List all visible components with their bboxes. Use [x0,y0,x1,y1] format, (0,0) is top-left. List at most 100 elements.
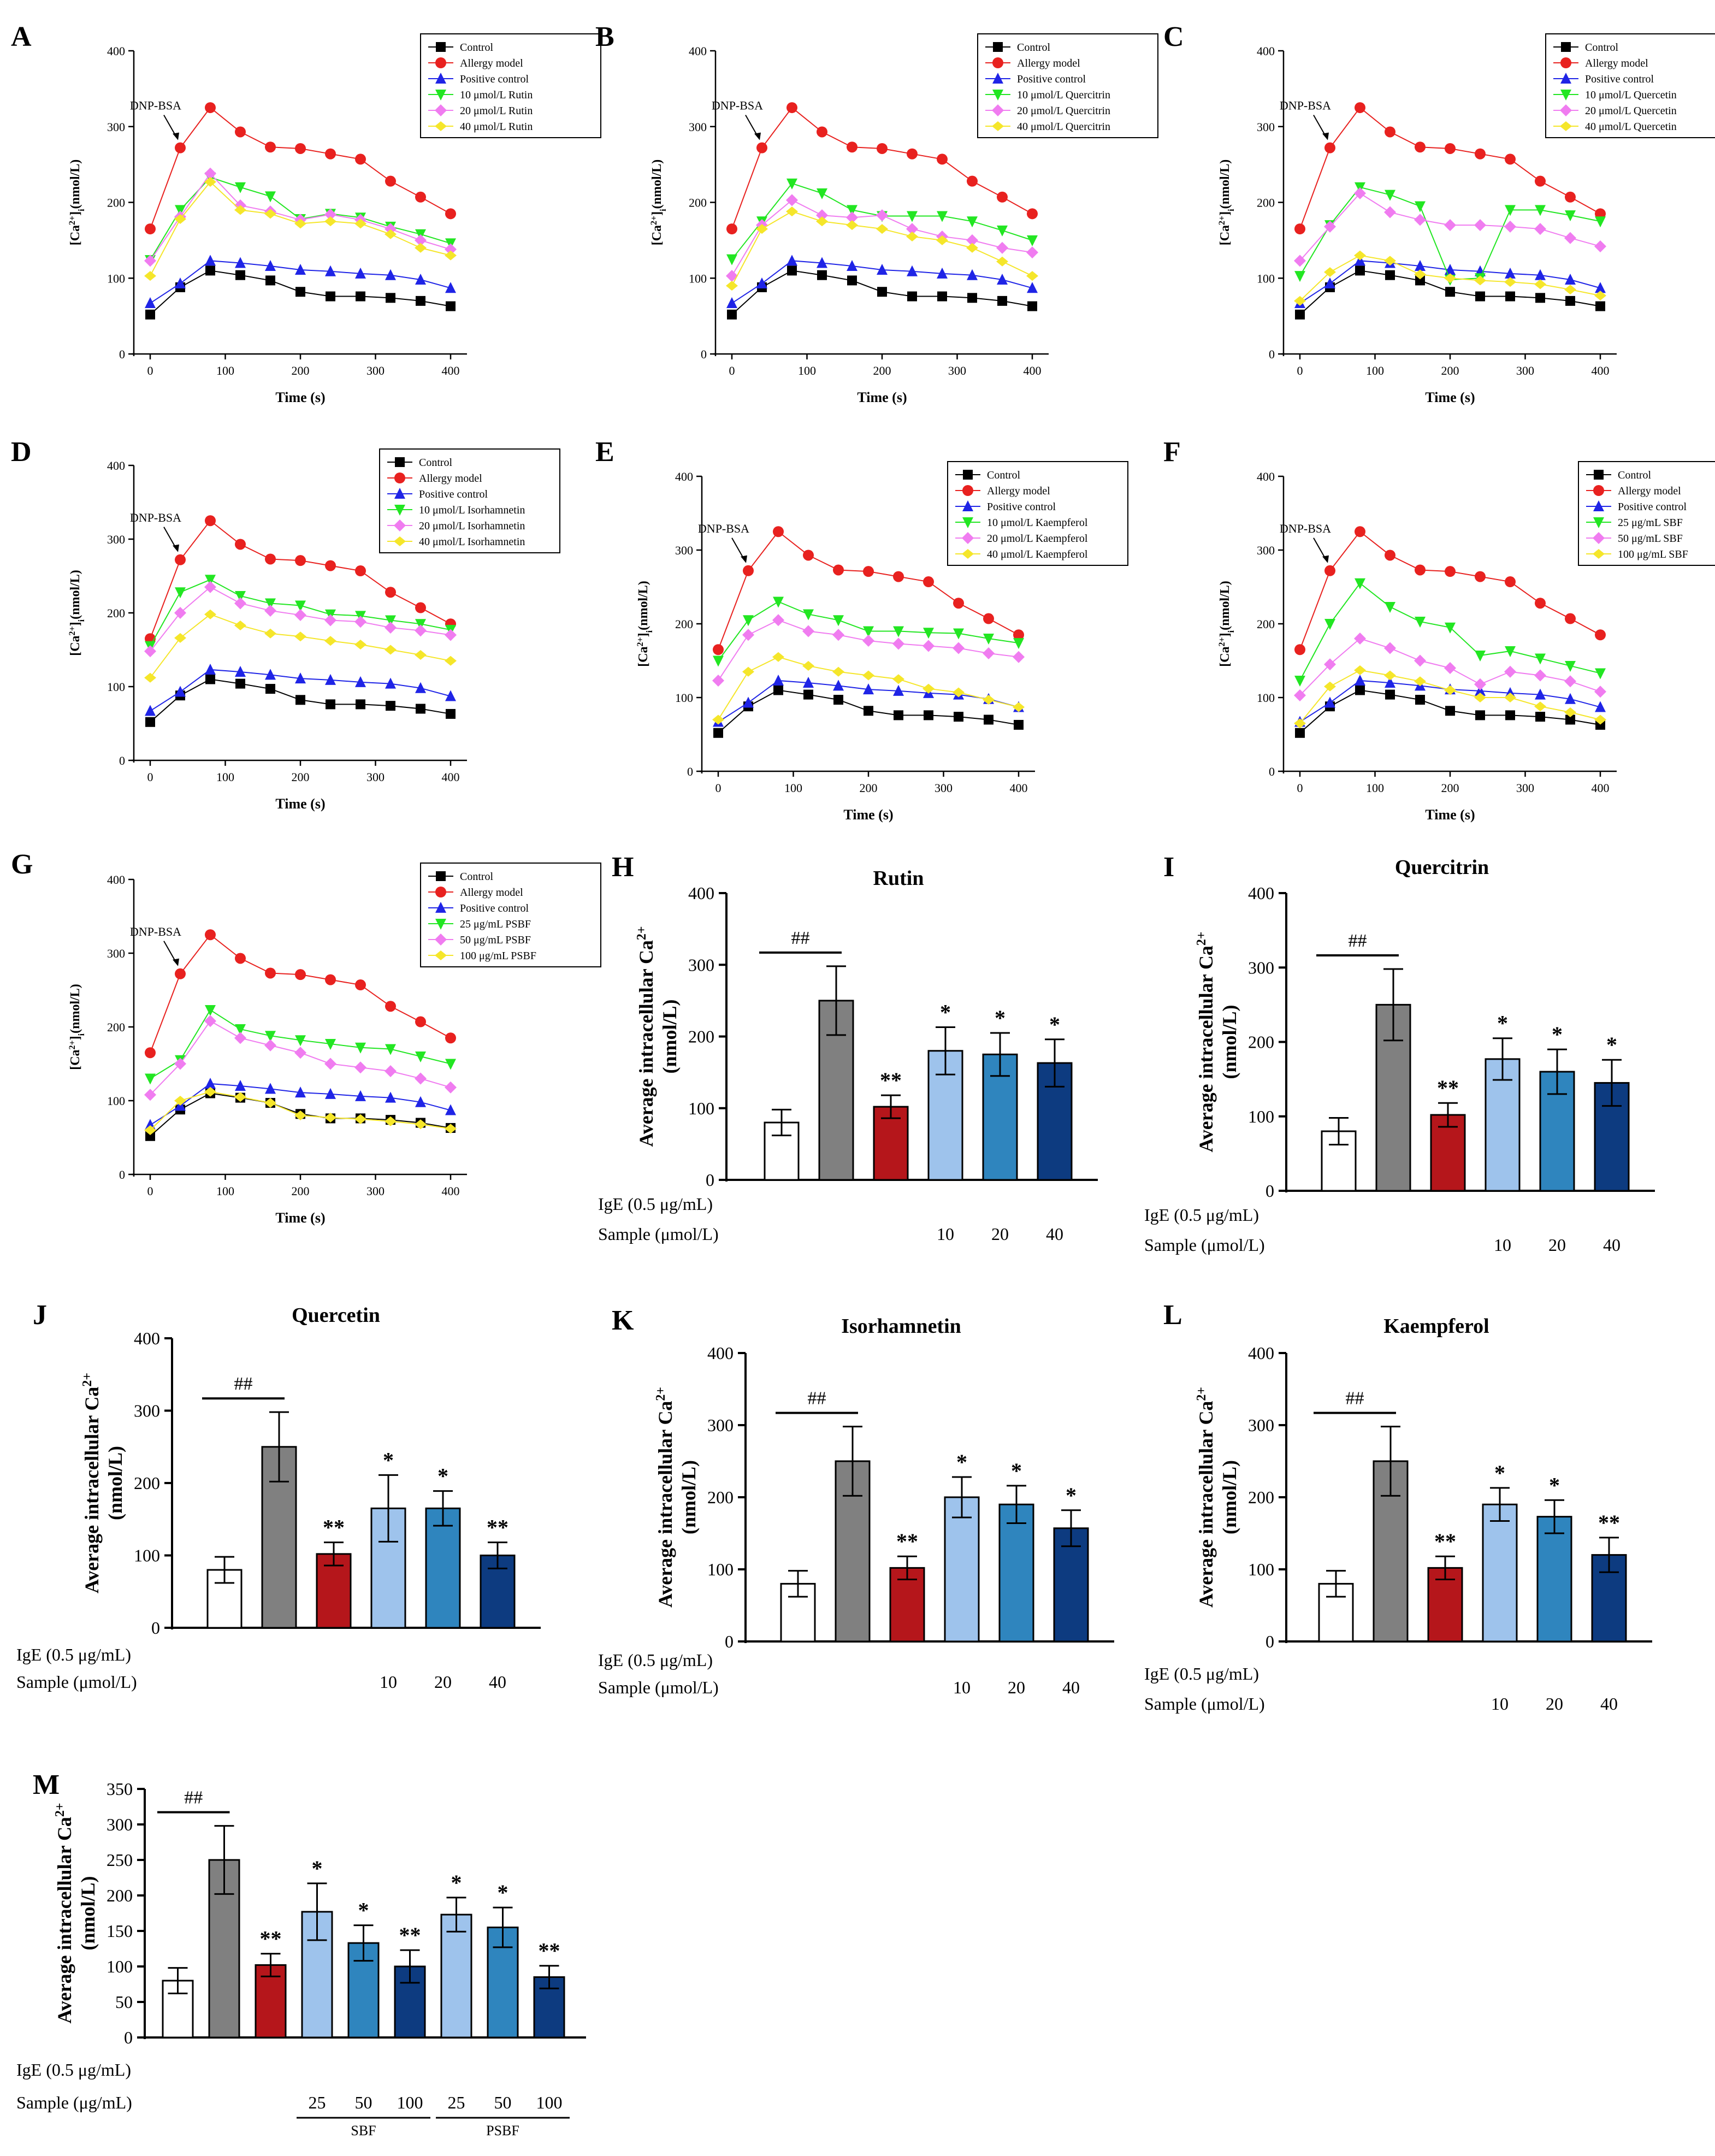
marker-circle [1593,485,1604,496]
marker-triangle-down [786,178,797,190]
marker-diamond-left [996,256,1008,267]
marker-diamond-left [906,231,918,241]
legend-box [1545,33,1715,138]
chart-title: Kaempferol [1383,1315,1489,1338]
marker-diamond-left [1594,714,1606,725]
x-tick-label: 400 [1010,781,1028,795]
annotation-arrowhead [173,958,179,966]
sample-label: 25 [448,2093,465,2112]
marker-triangle-down [435,90,446,101]
marker-square [967,293,977,303]
marker-circle [295,969,306,980]
marker-triangle-down [726,254,737,265]
marker-diamond-left [1384,670,1396,681]
legend-entry: 40 μmol/L Isorhamnetin [419,536,525,548]
marker-diamond [354,616,366,628]
panel-letter: B [595,21,614,52]
marker-square [1561,42,1571,52]
marker-diamond [922,640,935,652]
y-axis-title-line1: Average intracellular Ca2+ [1194,931,1217,1152]
marker-circle [967,175,978,187]
marker-circle [355,153,366,165]
marker-triangle-up [445,690,456,701]
marker-circle [1445,143,1456,154]
legend-entry: 25 μg/mL SBF [1618,517,1683,529]
marker-triangle-down [997,225,1008,237]
significance-mark: * [1066,1483,1077,1508]
marker-diamond [962,532,974,544]
sample-label: 25 [309,2093,326,2112]
marker-diamond [983,647,995,659]
marker-diamond [876,209,888,222]
marker-square [713,728,723,738]
marker-triangle-down [1475,651,1486,662]
marker-diamond-left [204,177,216,187]
marker-triangle-up [205,663,216,675]
sample-label: 20 [434,1672,452,1692]
marker-triangle-down [1385,190,1395,201]
y-tick-label: 100 [1248,1107,1274,1126]
marker-diamond [435,934,447,946]
y-tick-label: 0 [701,347,707,361]
legend-entry: Positive control [987,501,1056,513]
y-tick-label: 0 [706,1170,714,1190]
y-tick-label: 0 [119,347,125,361]
marker-circle [953,598,964,609]
marker-diamond-left [786,206,798,217]
y-tick-label: 400 [675,470,693,483]
group-label-sbf: SBF [351,2123,376,2139]
sample-label: 100 [536,2093,563,2112]
marker-diamond [1384,206,1396,218]
y-tick-label: 200 [688,1027,714,1047]
legend-entry: Allergy model [419,472,482,485]
marker-square [1595,301,1605,311]
legend-entry: 100 μg/mL SBF [1618,548,1688,560]
sample-label: 40 [1603,1235,1621,1255]
y-axis-title-line2: (nmol/L) [77,1876,99,1950]
marker-triangle-up [1535,688,1546,700]
marker-triangle-up [992,73,1003,84]
panel-letter: A [11,21,32,52]
marker-triangle-up [1385,677,1395,688]
legend-entry: 40 μmol/L Rutin [460,121,533,133]
legend-entry: 10 μmol/L Isorhamnetin [419,504,525,516]
marker-diamond-left [1474,693,1486,702]
marker-diamond [772,614,784,627]
marker-square [265,275,275,286]
marker-diamond [1444,219,1456,232]
y-axis-title-line1: Average intracellular Ca2+ [53,1803,75,2023]
marker-circle [1294,223,1305,235]
row-label-sample: Sample (μmol/L) [598,1677,719,1697]
marker-diamond-left [772,652,784,662]
marker-diamond-left [234,620,246,630]
sample-label: 20 [1008,1677,1025,1697]
marker-triangle-up [325,1088,336,1099]
sample-label: 100 [397,2093,423,2112]
marker-diamond [953,642,965,654]
panel-letter: H [612,852,634,883]
legend-entry: 10 μmol/L Rutin [460,89,533,101]
marker-square [145,717,155,727]
marker-diamond-left [144,1125,156,1135]
x-tick-label: 200 [292,770,310,784]
x-tick-label: 300 [1516,781,1534,795]
marker-diamond-left [712,714,724,725]
y-axis-title-line2: (nmol/L) [659,999,681,1073]
marker-diamond-left [264,209,276,219]
legend-entry: Positive control [419,488,488,500]
marker-diamond-left [435,950,447,960]
marker-diamond [1294,689,1306,701]
marker-diamond [1354,633,1366,645]
legend-entry: 25 μg/mL PSBF [460,918,531,930]
marker-square [1355,265,1365,276]
marker-triangle-down [1415,616,1426,628]
marker-diamond-left [294,1111,306,1120]
bar [425,1507,461,1629]
marker-diamond-left [742,666,754,677]
marker-circle [923,576,934,588]
marker-diamond [144,1089,156,1101]
marker-square [1415,695,1425,705]
marker-circle [235,953,246,964]
marker-diamond-left [445,1124,457,1134]
marker-diamond-left [1504,693,1516,702]
